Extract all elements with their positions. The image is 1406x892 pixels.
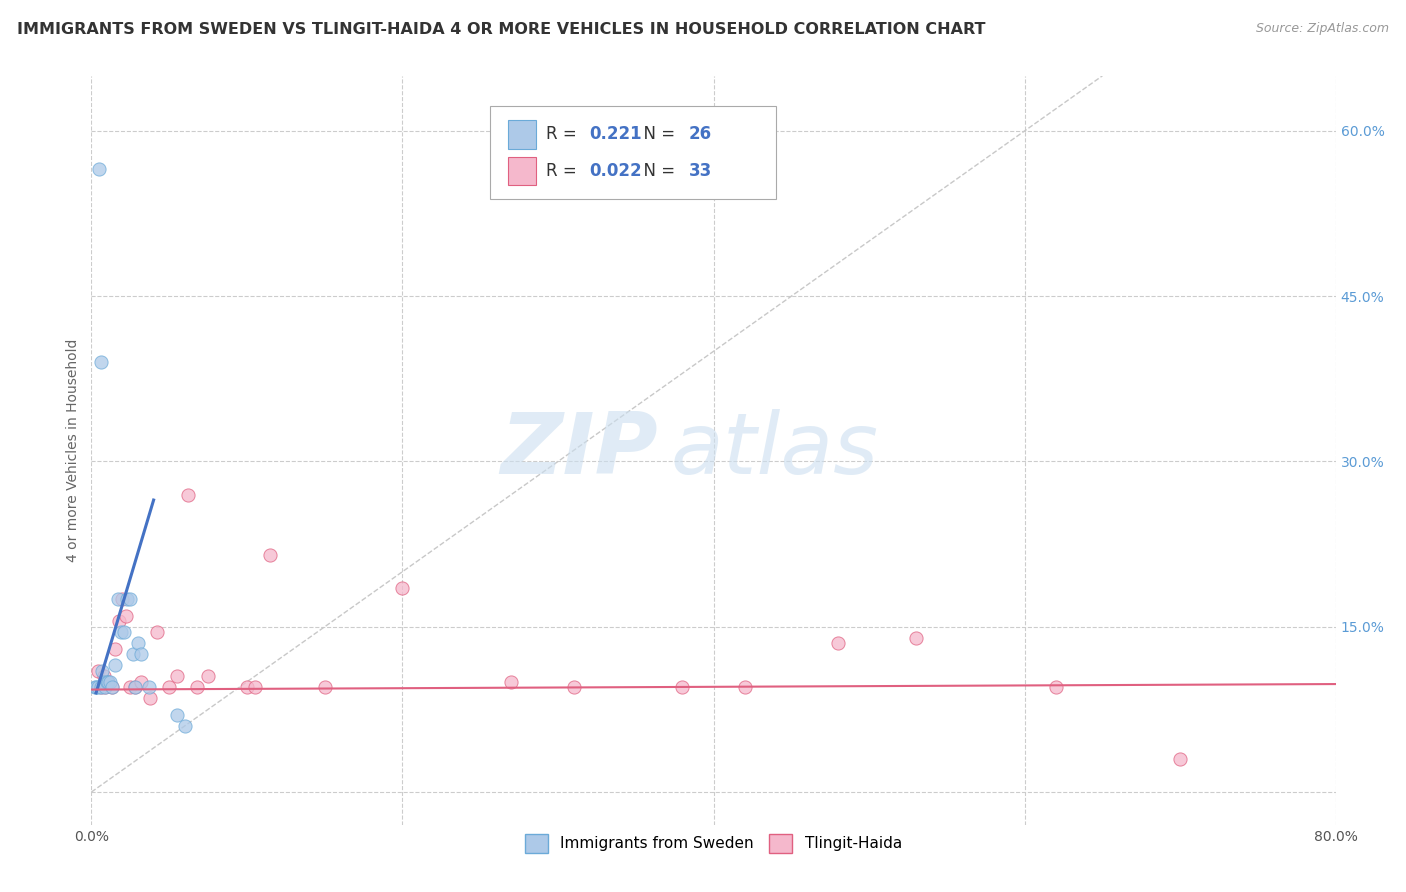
Point: [84, 681, 107, 695]
Point: [111, 592, 134, 607]
Point: [127, 636, 149, 650]
Point: [100, 681, 122, 695]
Point: [129, 674, 152, 689]
Point: [94, 681, 117, 695]
Point: [243, 681, 266, 695]
Point: [93, 674, 115, 689]
Point: [166, 669, 188, 683]
Text: R =: R =: [546, 125, 582, 144]
Point: [1168, 752, 1191, 766]
Point: [177, 487, 200, 501]
Point: [86, 681, 108, 695]
Point: [827, 636, 849, 650]
Point: [91, 664, 114, 678]
Y-axis label: 4 or more Vehicles in Household: 4 or more Vehicles in Household: [66, 339, 80, 562]
Point: [391, 581, 413, 595]
Point: [98, 674, 121, 689]
Point: [93, 669, 115, 683]
Point: [314, 681, 336, 695]
Point: [86, 664, 108, 678]
Point: [173, 719, 195, 733]
Point: [124, 681, 146, 695]
Point: [89, 162, 111, 177]
Point: [129, 648, 152, 662]
Point: [197, 669, 219, 683]
Point: [107, 592, 129, 607]
Text: 0.022: 0.022: [589, 162, 641, 180]
Point: [104, 641, 127, 656]
Point: [120, 592, 142, 607]
Text: 33: 33: [689, 162, 711, 180]
Point: [904, 631, 927, 645]
Text: ZIP: ZIP: [501, 409, 658, 492]
Point: [734, 681, 756, 695]
Point: [110, 625, 132, 640]
Point: [97, 674, 120, 689]
Point: [114, 608, 136, 623]
Text: N =: N =: [633, 125, 681, 144]
Point: [145, 625, 167, 640]
Legend: Immigrants from Sweden, Tlingit-Haida: Immigrants from Sweden, Tlingit-Haida: [519, 828, 908, 859]
Point: [124, 681, 146, 695]
Point: [112, 625, 135, 640]
Point: [96, 674, 118, 689]
Point: [236, 681, 259, 695]
Point: [186, 681, 208, 695]
Text: 26: 26: [689, 125, 711, 144]
Text: atlas: atlas: [671, 409, 877, 492]
Point: [562, 681, 585, 695]
Point: [90, 355, 112, 369]
FancyBboxPatch shape: [508, 120, 536, 148]
Text: N =: N =: [633, 162, 681, 180]
Point: [1045, 681, 1067, 695]
Text: Source: ZipAtlas.com: Source: ZipAtlas.com: [1256, 22, 1389, 36]
Text: R =: R =: [546, 162, 582, 180]
Point: [138, 681, 160, 695]
Point: [120, 681, 142, 695]
FancyBboxPatch shape: [489, 106, 776, 200]
Point: [108, 614, 131, 628]
Point: [122, 648, 145, 662]
Point: [97, 674, 120, 689]
Point: [83, 681, 105, 695]
Point: [671, 681, 693, 695]
Point: [90, 681, 112, 695]
Point: [166, 707, 188, 722]
FancyBboxPatch shape: [508, 157, 536, 186]
Text: 0.221: 0.221: [589, 125, 641, 144]
Point: [259, 548, 281, 562]
Point: [100, 681, 122, 695]
Point: [94, 681, 117, 695]
Point: [104, 658, 127, 673]
Point: [139, 691, 162, 706]
Point: [115, 592, 138, 607]
Point: [501, 674, 523, 689]
Point: [157, 681, 180, 695]
Text: IMMIGRANTS FROM SWEDEN VS TLINGIT-HAIDA 4 OR MORE VEHICLES IN HOUSEHOLD CORRELAT: IMMIGRANTS FROM SWEDEN VS TLINGIT-HAIDA …: [17, 22, 986, 37]
Point: [90, 681, 112, 695]
